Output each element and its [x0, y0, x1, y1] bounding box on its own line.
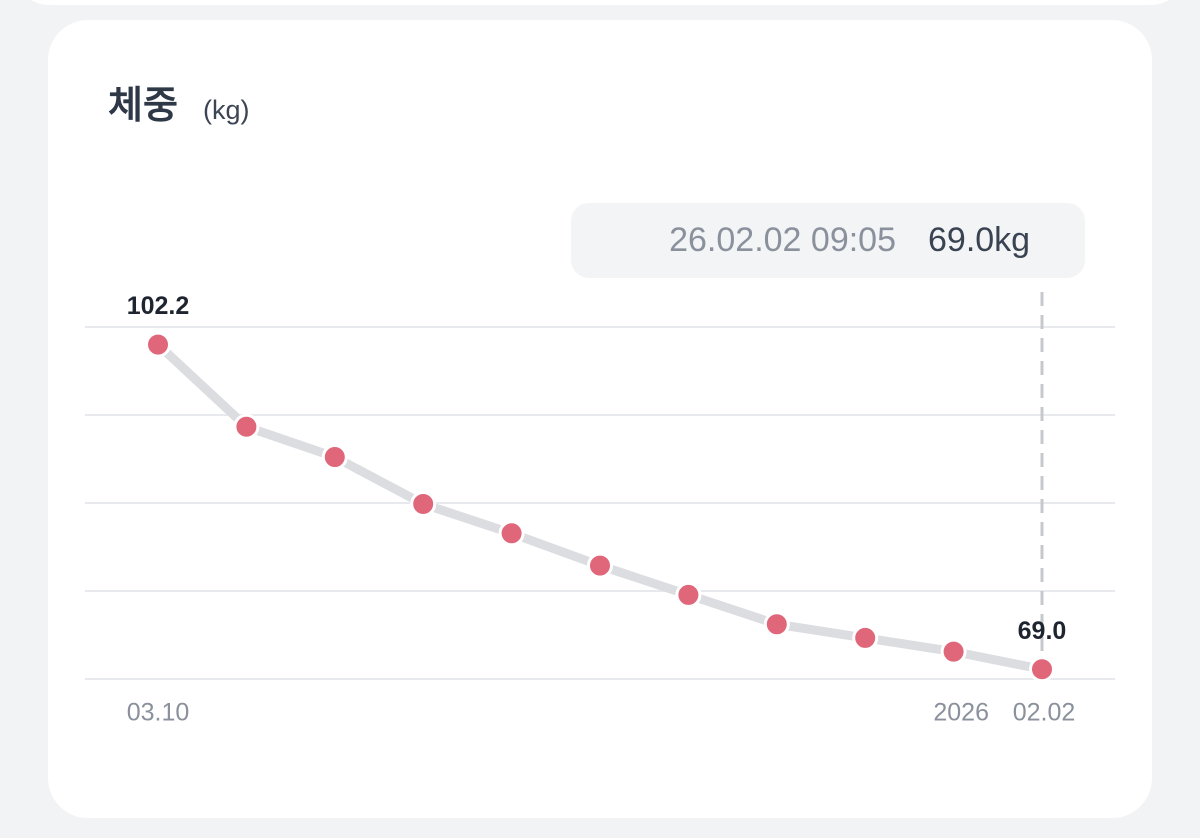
x-tick-label: 03.10 [127, 699, 190, 727]
point [498, 520, 525, 547]
plot: 102.2 69.0 03.10 02.02 2026 [85, 292, 1115, 727]
chart-title: 체중 [108, 85, 178, 127]
point [675, 581, 702, 608]
x-tick-label: 02.02 [1013, 699, 1076, 727]
point [587, 552, 613, 579]
point [763, 611, 790, 638]
tooltip-value: 69.0kg [928, 221, 1030, 259]
point [410, 490, 437, 517]
tooltip-time: 26.02.02 09:05 [669, 221, 896, 259]
point [1029, 656, 1055, 683]
year-label: 2026 [933, 699, 989, 727]
point [145, 331, 171, 358]
point [321, 444, 348, 471]
point [233, 413, 260, 440]
point [852, 624, 879, 651]
tooltip [571, 203, 1085, 278]
unit-label: (kg) [203, 95, 250, 125]
previous-card [31, 0, 1169, 5]
point [940, 638, 967, 665]
value-label: 102.2 [127, 292, 190, 320]
value-label: 69.0 [1018, 617, 1067, 645]
